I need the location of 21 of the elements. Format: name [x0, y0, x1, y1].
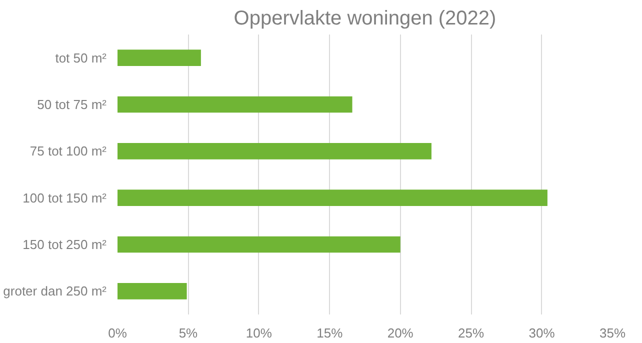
x-tick-label: 20% — [387, 326, 414, 340]
y-tick-label: 100 tot 150 m² — [22, 190, 108, 206]
bar — [118, 236, 400, 253]
x-tick-label: 25% — [458, 326, 485, 340]
x-tick-label: 5% — [178, 326, 198, 340]
chart-title: Oppervlakte woningen (2022) — [234, 8, 496, 30]
y-tick-label: tot 50 m² — [55, 50, 108, 66]
x-tick-label: 15% — [316, 326, 344, 340]
x-tick-label: 35% — [599, 326, 626, 340]
x-tick-label: 30% — [528, 326, 556, 340]
bar — [118, 96, 352, 113]
y-tick-label: 75 tot 100 m² — [30, 144, 108, 159]
bar — [118, 50, 201, 66]
y-tick-label: 150 tot 250 m² — [22, 237, 108, 252]
bar — [118, 143, 432, 160]
y-tick-label: groter dan 250 m² — [3, 284, 108, 299]
bar — [118, 283, 187, 300]
bar — [118, 190, 548, 206]
y-tick-label: 50 tot 75 m² — [37, 97, 108, 112]
x-tick-label: 10% — [246, 326, 272, 340]
x-tick-label: 0% — [108, 326, 128, 340]
